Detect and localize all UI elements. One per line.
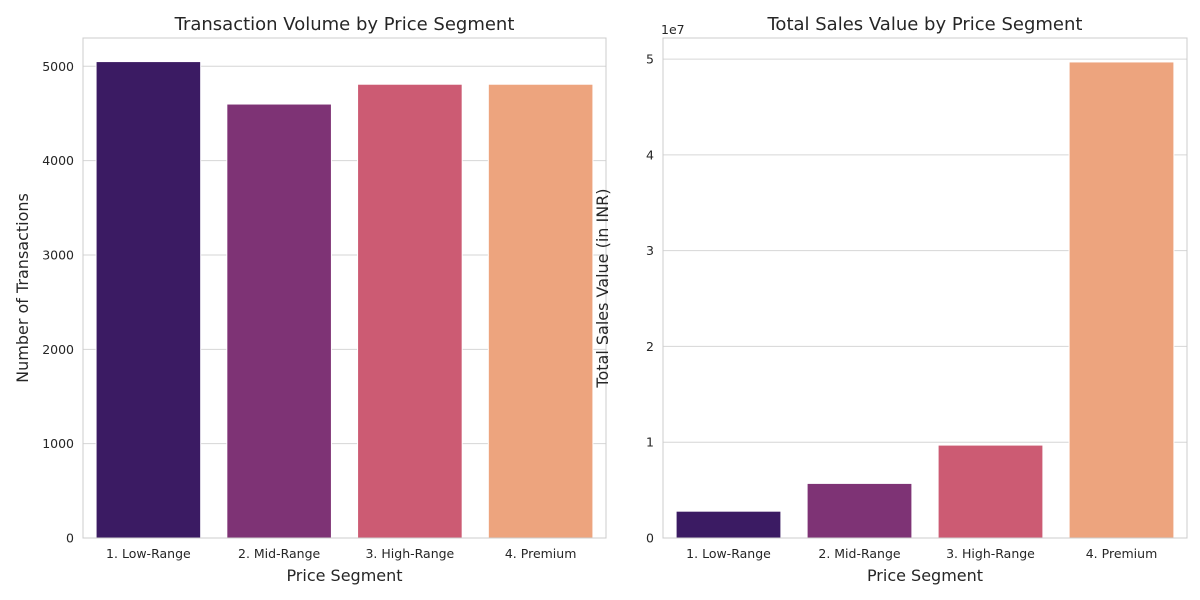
y-tick-label: 4 <box>646 147 654 162</box>
y-tick-label: 5000 <box>42 59 74 74</box>
axes-frame <box>82 37 607 539</box>
chart-panel-1: 0 1000 2000 3000 4000 5000 1. Low-Range 2. Mid-… <box>13 14 607 585</box>
x-tick-label: 2. Mid-Range <box>818 546 901 561</box>
bar-3 <box>937 444 1044 539</box>
chart-title: Transaction Volume by Price Segment <box>174 14 515 35</box>
x-tick-label: 4. Premium <box>1086 546 1158 561</box>
y-axis-label: Total Sales Value (in INR) <box>593 188 612 388</box>
bar-4 <box>487 83 594 539</box>
bar-1 <box>95 61 202 539</box>
y-tick-label: 1000 <box>42 436 74 451</box>
chart-panel-2: 0 1 2 3 4 5 1. Low-Range 2. Mid-Range 3. High-Ra… <box>593 14 1188 585</box>
x-tick-label: 3. High-Range <box>365 546 454 561</box>
x-tick-label: 2. Mid-Range <box>238 546 321 561</box>
y-tick-label: 1 <box>646 435 654 450</box>
y-axis-label: Number of Transactions <box>13 193 32 383</box>
bar-4 <box>1068 61 1175 539</box>
x-tick-label: 3. High-Range <box>946 546 1035 561</box>
chart-title: Total Sales Value by Price Segment <box>767 14 1083 35</box>
x-axis-label: Price Segment <box>867 566 983 585</box>
bar-2 <box>226 103 332 539</box>
y-tick-label: 5 <box>646 52 654 67</box>
bar-1 <box>675 510 782 539</box>
x-tick-label: 1. Low-Range <box>106 546 191 561</box>
bar-3 <box>357 83 463 539</box>
y-tick-label: 2000 <box>42 342 74 357</box>
y-tick-label: 0 <box>646 531 654 546</box>
y-tick-label: 3000 <box>42 247 74 262</box>
y-tick-label: 2 <box>646 339 654 354</box>
x-tick-label: 4. Premium <box>505 546 577 561</box>
x-axis-label: Price Segment <box>286 566 402 585</box>
axis-offset-label: 1e7 <box>661 22 685 37</box>
y-tick-label: 0 <box>66 531 74 546</box>
bar-2 <box>806 482 913 539</box>
x-tick-label: 1. Low-Range <box>686 546 771 561</box>
y-tick-label: 3 <box>646 243 654 258</box>
y-tick-label: 4000 <box>42 153 74 168</box>
axes-frame <box>662 37 1188 539</box>
